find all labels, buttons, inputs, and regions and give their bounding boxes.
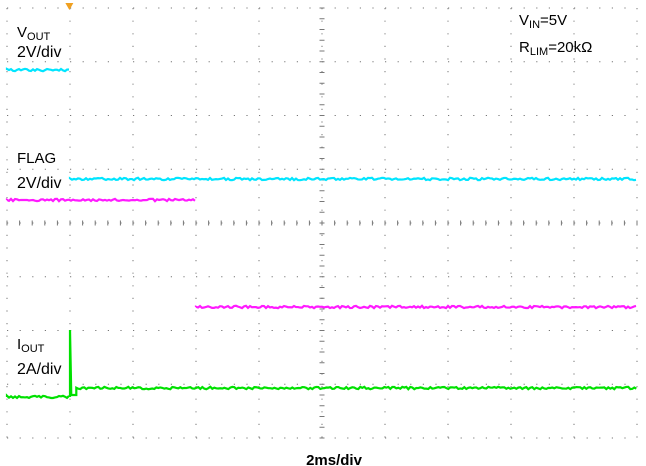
graticule xyxy=(7,3,637,438)
magenta-trace-low xyxy=(196,306,636,308)
vout-trace xyxy=(7,69,69,71)
iout-trace-high xyxy=(76,387,636,389)
timebase-label: 2ms/div xyxy=(306,452,363,466)
flag-label: FLAG xyxy=(17,150,56,167)
iout-scale: 2A/div xyxy=(17,361,61,378)
vout-scale: 2V/div xyxy=(17,44,61,61)
iout-trace-low xyxy=(7,396,69,398)
magenta-trace-high xyxy=(7,199,195,201)
rlim-annotation: RLIM=20kΩ xyxy=(519,39,592,58)
iout-label: IOUT xyxy=(17,336,45,355)
trigger-marker xyxy=(65,3,73,10)
flag-scale: 2V/div xyxy=(17,175,61,192)
flag-trace xyxy=(70,178,636,180)
vout-label: VOUT xyxy=(17,24,51,43)
vin-annotation: VIN=5V xyxy=(519,12,567,31)
